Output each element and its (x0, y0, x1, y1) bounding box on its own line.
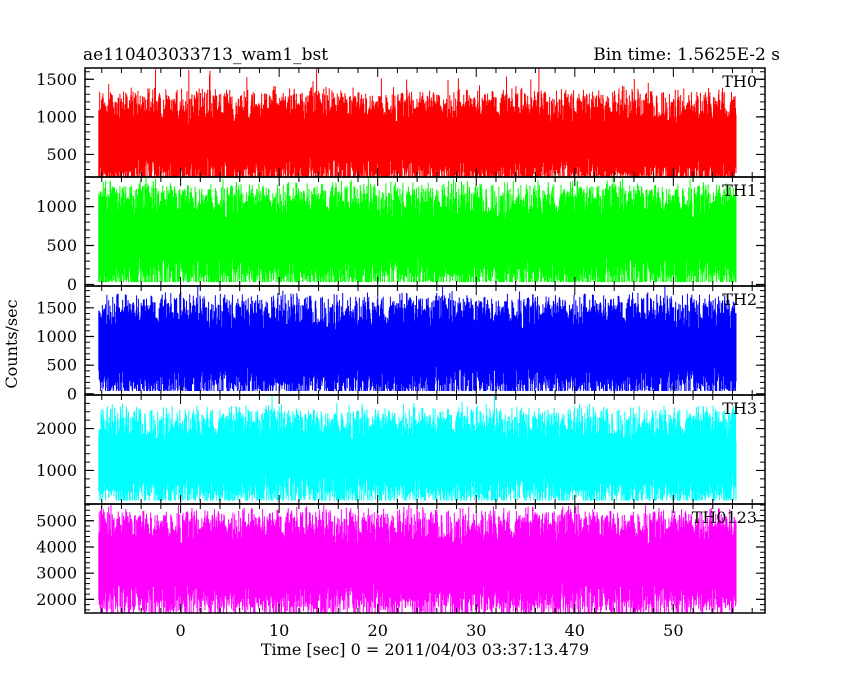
chart-title: ae110403033713_wam1_bst (83, 45, 328, 65)
bin-time-label: Bin time: 1.5625E-2 s (593, 45, 780, 65)
panel-label-th0: TH0 (722, 72, 757, 91)
panel-label-th2: TH2 (722, 290, 757, 309)
series-th3 (98, 395, 737, 501)
panel-th0123: 2000 3000 4000 5000 TH0123 (36, 503, 766, 614)
panel-th1: 0 500 1000 TH1 (36, 176, 766, 294)
panel-frame (84, 503, 766, 614)
y-tick-label: 500 (46, 145, 77, 164)
x-tick-label: 20 (368, 621, 388, 640)
panel-th0: 500 1000 1500 TH0 (36, 67, 766, 178)
y-tick-label: 1000 (36, 461, 77, 480)
y-tick-label: 1500 (36, 70, 77, 89)
y-tick-label: 500 (46, 356, 77, 375)
y-tick-label: 2000 (36, 419, 77, 438)
y-tick-label: 0 (67, 384, 77, 403)
y-tick-label: 1000 (36, 197, 77, 216)
y-tick-label: 1000 (36, 107, 77, 126)
y-tick-label: 1500 (36, 298, 77, 317)
y-tick-label: 2000 (36, 590, 77, 609)
panel-label-th1: TH1 (722, 181, 757, 200)
series-th1 (98, 177, 737, 283)
x-tick-label: 10 (269, 621, 289, 640)
y-tick-label: 1000 (36, 327, 77, 346)
x-tick-label: 0 (175, 621, 185, 640)
panel-th3: 1000 2000 TH3 (36, 394, 766, 505)
y-tick-label: 5000 (36, 511, 77, 530)
y-tick-label: 3000 (36, 564, 77, 583)
x-tick-label: 40 (565, 621, 585, 640)
y-tick-label: 500 (46, 236, 77, 255)
x-axis-label: Time [sec] 0 = 2011/04/03 03:37:13.479 (261, 640, 589, 659)
x-tick-label: 30 (466, 621, 486, 640)
y-tick-label: 0 (67, 275, 77, 294)
panel-label-th0123: TH0123 (692, 508, 757, 527)
y-tick-label: 4000 (36, 537, 77, 556)
series-th2 (98, 286, 737, 391)
series-th0123 (98, 505, 737, 613)
panel-label-th3: TH3 (722, 399, 757, 418)
y-axis-label: Counts/sec (2, 299, 21, 388)
series-th0 (98, 68, 737, 177)
x-tick-label: 50 (663, 621, 683, 640)
panel-th2: 0 500 1000 1500 TH2 (36, 285, 766, 403)
